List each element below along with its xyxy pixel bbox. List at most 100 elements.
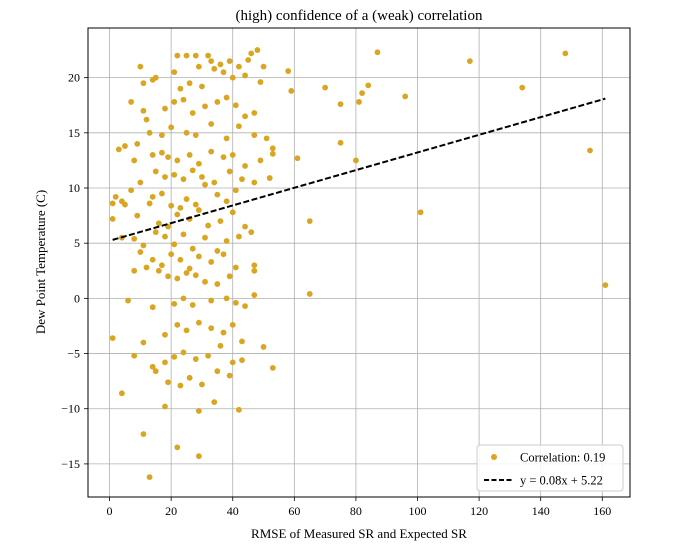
data-point: [168, 251, 175, 258]
data-point: [195, 63, 202, 70]
data-point: [220, 69, 227, 76]
data-point: [165, 379, 171, 386]
data-point: [217, 218, 224, 225]
data-point: [306, 218, 313, 225]
data-point: [223, 295, 230, 302]
x-tick-label: 120: [470, 504, 488, 518]
data-point: [140, 431, 147, 437]
data-point: [229, 359, 236, 366]
data-point: [162, 105, 168, 112]
plot-frame: [87, 27, 631, 498]
data-point: [192, 52, 199, 59]
data-point: [466, 58, 473, 65]
data-point: [122, 201, 128, 208]
data-point: [109, 200, 116, 207]
data-point: [131, 235, 138, 242]
data-point: [322, 84, 329, 91]
data-point: [288, 88, 295, 94]
data-point: [214, 248, 221, 254]
data-point: [211, 179, 218, 186]
data-point: [140, 80, 147, 87]
data-point: [294, 155, 301, 162]
legend-scatter-marker: [491, 454, 497, 460]
data-point: [137, 249, 144, 255]
data-point: [223, 198, 230, 205]
data-point: [152, 368, 159, 375]
data-point: [174, 157, 181, 164]
data-point: [235, 123, 242, 130]
data-point: [587, 147, 593, 154]
data-point: [189, 110, 196, 116]
tick-layer: 0 20 40 60 80 100 120 140 160 −15 −10 −5 0 5 10 15 20: [61, 71, 611, 518]
data-point: [205, 352, 212, 359]
data-point: [229, 74, 236, 81]
data-point: [365, 82, 372, 89]
data-point: [402, 93, 409, 100]
data-point: [155, 267, 162, 274]
data-point: [239, 338, 245, 345]
data-point: [165, 273, 171, 280]
data-point: [189, 245, 196, 252]
data-point: [174, 321, 181, 328]
data-point: [174, 52, 181, 59]
data-point: [183, 196, 190, 202]
x-axis-label: RMSE of Measured SR and Expected SR: [251, 526, 467, 541]
data-point: [217, 61, 224, 68]
data-point: [306, 291, 313, 297]
data-point: [180, 349, 187, 356]
data-point: [242, 72, 248, 79]
y-tick-label: 0: [74, 291, 80, 305]
data-point: [152, 229, 159, 236]
x-tick-label: 60: [288, 504, 300, 518]
data-point: [417, 209, 424, 216]
data-point: [217, 342, 224, 349]
data-point: [208, 58, 215, 65]
data-point: [112, 193, 119, 200]
data-point: [165, 154, 171, 161]
data-point: [180, 231, 187, 238]
data-point: [239, 357, 245, 364]
data-point: [159, 262, 165, 269]
data-point: [337, 139, 344, 146]
data-point: [242, 223, 248, 230]
data-point: [257, 79, 264, 85]
data-point: [239, 176, 245, 183]
data-point: [152, 74, 159, 81]
data-point: [180, 96, 187, 103]
data-point: [162, 359, 168, 366]
data-point: [171, 99, 178, 105]
y-axis-label: Dew Point Temperature (C): [33, 190, 48, 334]
data-point: [226, 168, 233, 175]
data-point: [260, 344, 267, 350]
data-point: [183, 327, 190, 334]
y-tick-label: 20: [68, 71, 80, 85]
data-point: [195, 160, 202, 167]
data-point: [131, 157, 138, 164]
data-point: [137, 179, 144, 186]
data-point: [242, 113, 248, 120]
y-tick-label: 5: [74, 236, 80, 250]
x-tick-label: 20: [165, 504, 177, 518]
data-point: [186, 374, 193, 381]
data-point: [214, 191, 221, 198]
data-point: [192, 201, 199, 208]
data-point: [235, 233, 242, 240]
data-point: [183, 270, 190, 276]
data-point: [266, 175, 273, 181]
data-point: [174, 211, 181, 218]
data-point: [180, 176, 187, 183]
data-point: [232, 102, 239, 109]
data-point: [208, 325, 215, 332]
data-point: [353, 157, 359, 164]
data-point: [257, 157, 264, 164]
data-point: [202, 234, 208, 241]
data-point: [109, 335, 116, 341]
data-point: [149, 152, 156, 158]
data-point: [159, 132, 165, 138]
y-tick-label: 15: [68, 126, 80, 140]
data-point: [205, 52, 212, 59]
data-point: [143, 116, 150, 123]
data-point: [171, 241, 178, 248]
data-point: [137, 63, 144, 70]
